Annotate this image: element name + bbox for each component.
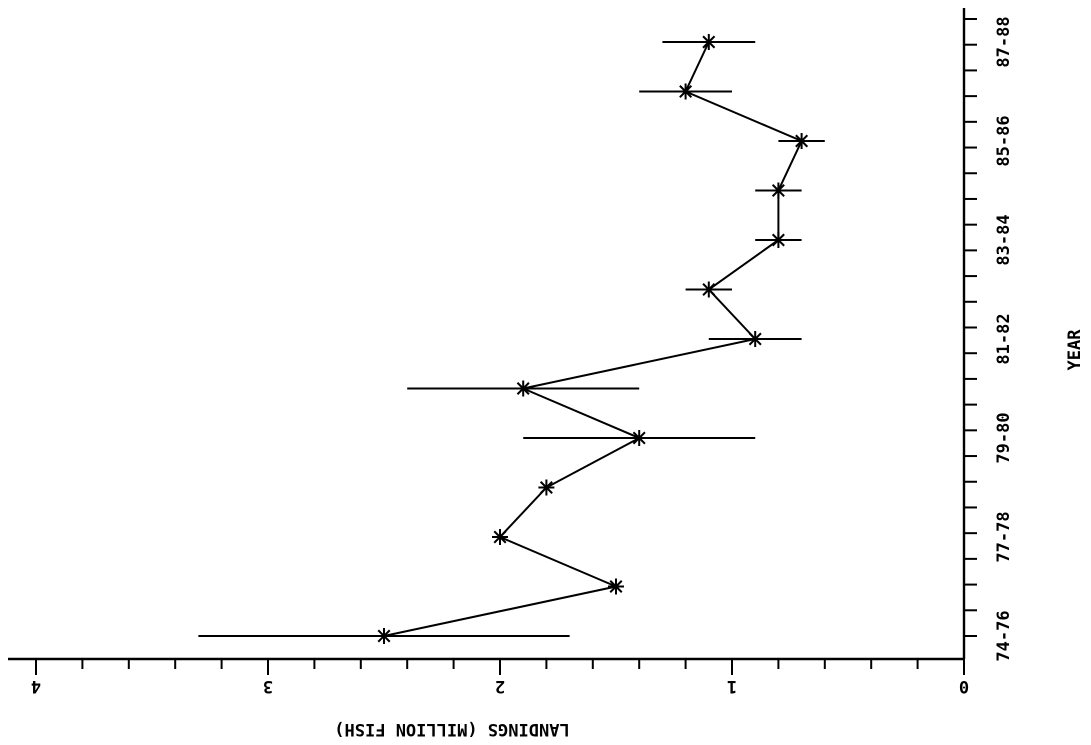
asterisk-marker xyxy=(608,578,624,595)
asterisk-marker xyxy=(747,331,764,347)
asterisk-marker xyxy=(538,479,555,496)
landings-tick-label: 1 xyxy=(727,676,737,696)
landings-tick-label: 3 xyxy=(263,676,273,696)
error-bars xyxy=(198,41,825,637)
chart-axes xyxy=(8,8,966,661)
asterisk-marker xyxy=(700,281,717,298)
asterisk-marker xyxy=(631,430,648,446)
landings-axis-ticks: 0 1 2 3 4 xyxy=(31,659,969,696)
asterisk-marker xyxy=(376,628,392,644)
asterisk-marker xyxy=(793,133,810,149)
year-tick-label: 83-84 xyxy=(994,214,1014,265)
landings-tick-label: 4 xyxy=(31,676,41,696)
asterisk-marker xyxy=(770,232,787,248)
year-tick-label: 77-78 xyxy=(994,511,1014,562)
year-axis-ticks: 74-76 77-78 79-80 81-82 83-84 85-86 87-88 xyxy=(964,16,1014,662)
axis-labels: YEAR LANDINGS (MILLION FISH) xyxy=(334,329,1085,739)
x-axis-title: YEAR xyxy=(1065,329,1085,371)
landings-tick-label: 0 xyxy=(959,676,969,696)
y-axis-title: LANDINGS (MILLION FISH) xyxy=(334,719,569,739)
year-tick-label: 81-82 xyxy=(994,313,1014,364)
data-markers xyxy=(376,34,810,644)
asterisk-marker xyxy=(700,34,717,50)
asterisk-marker xyxy=(770,182,787,199)
year-tick-label: 87-88 xyxy=(994,16,1014,67)
asterisk-marker xyxy=(515,380,532,397)
landings-tick-label: 2 xyxy=(495,676,505,696)
year-tick-label: 79-80 xyxy=(994,412,1014,463)
asterisk-marker xyxy=(677,83,694,100)
year-tick-label: 85-86 xyxy=(994,115,1014,166)
asterisk-marker xyxy=(492,529,508,545)
year-tick-label: 74-76 xyxy=(994,610,1014,661)
